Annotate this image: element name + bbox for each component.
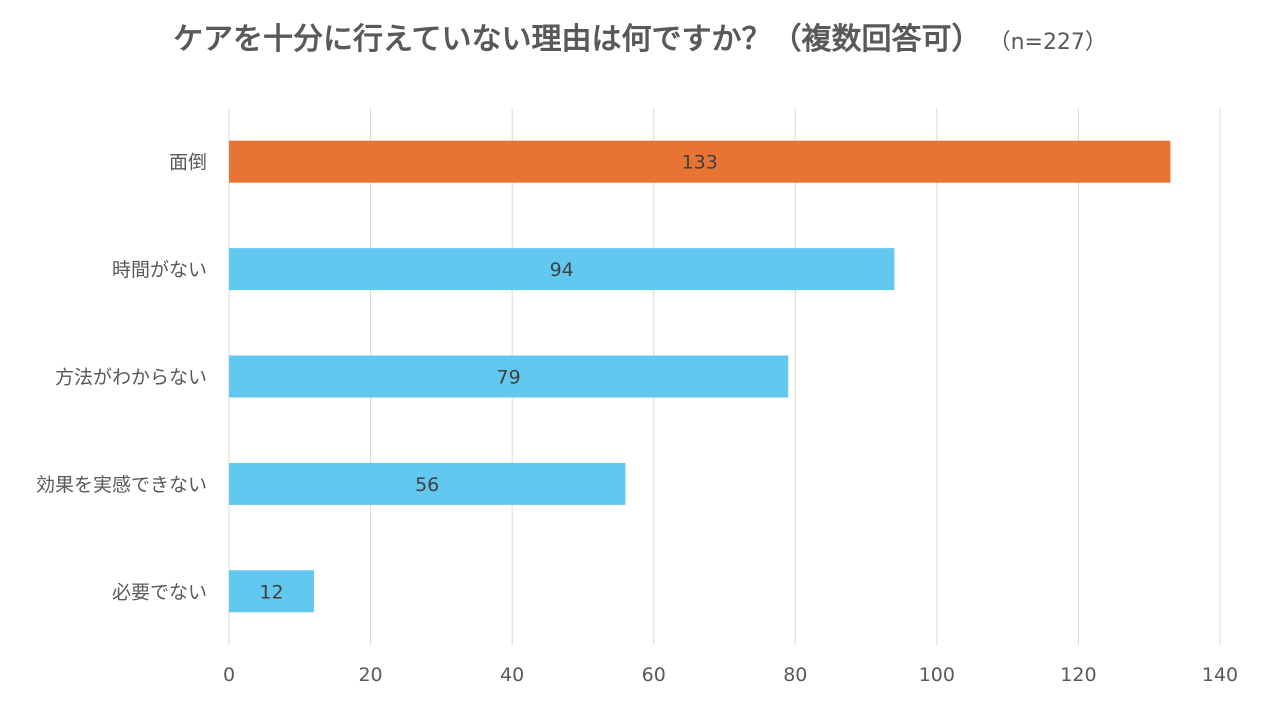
x-tick-label-40: 40 [500,664,524,686]
x-tick-label-140: 140 [1202,664,1238,686]
bar-value-label-2: 94 [550,259,574,281]
bar-5 [229,570,314,613]
category-label-1: 面倒 [169,152,207,174]
bar-4 [229,462,626,505]
category-label-2: 時間がない [112,259,207,281]
bar-1 [229,140,1171,183]
category-label-5: 必要でない [112,581,207,603]
chart-subtitle: （n=227） [999,30,1107,55]
x-tick-label-20: 20 [358,664,382,686]
bars: 133 94 79 56 12 [229,140,1171,613]
chart-title: ケアを十分に行えていない理由は何ですか？（複数回答可） [173,22,982,57]
bar-2 [229,248,895,291]
bar-value-label-1: 133 [682,152,718,174]
category-label-4: 効果を実感できない [36,474,207,496]
chart-title-row: ケアを十分に行えていない理由は何ですか？（複数回答可） （n=227） [0,14,1280,58]
bar-value-label-4: 56 [415,474,439,496]
x-tick-label-100: 100 [919,664,955,686]
bar-value-label-5: 12 [259,581,283,603]
x-tick-label-80: 80 [783,664,807,686]
x-tick-label-120: 120 [1060,664,1096,686]
x-axis-ticks: 0 20 40 60 80 100 120 140 [223,664,1238,686]
x-tick-label-0: 0 [223,664,235,686]
bar-value-label-3: 79 [497,367,521,389]
x-tick-label-60: 60 [642,664,666,686]
bar-3 [229,355,789,398]
category-label-3: 方法がわからない [55,367,207,389]
